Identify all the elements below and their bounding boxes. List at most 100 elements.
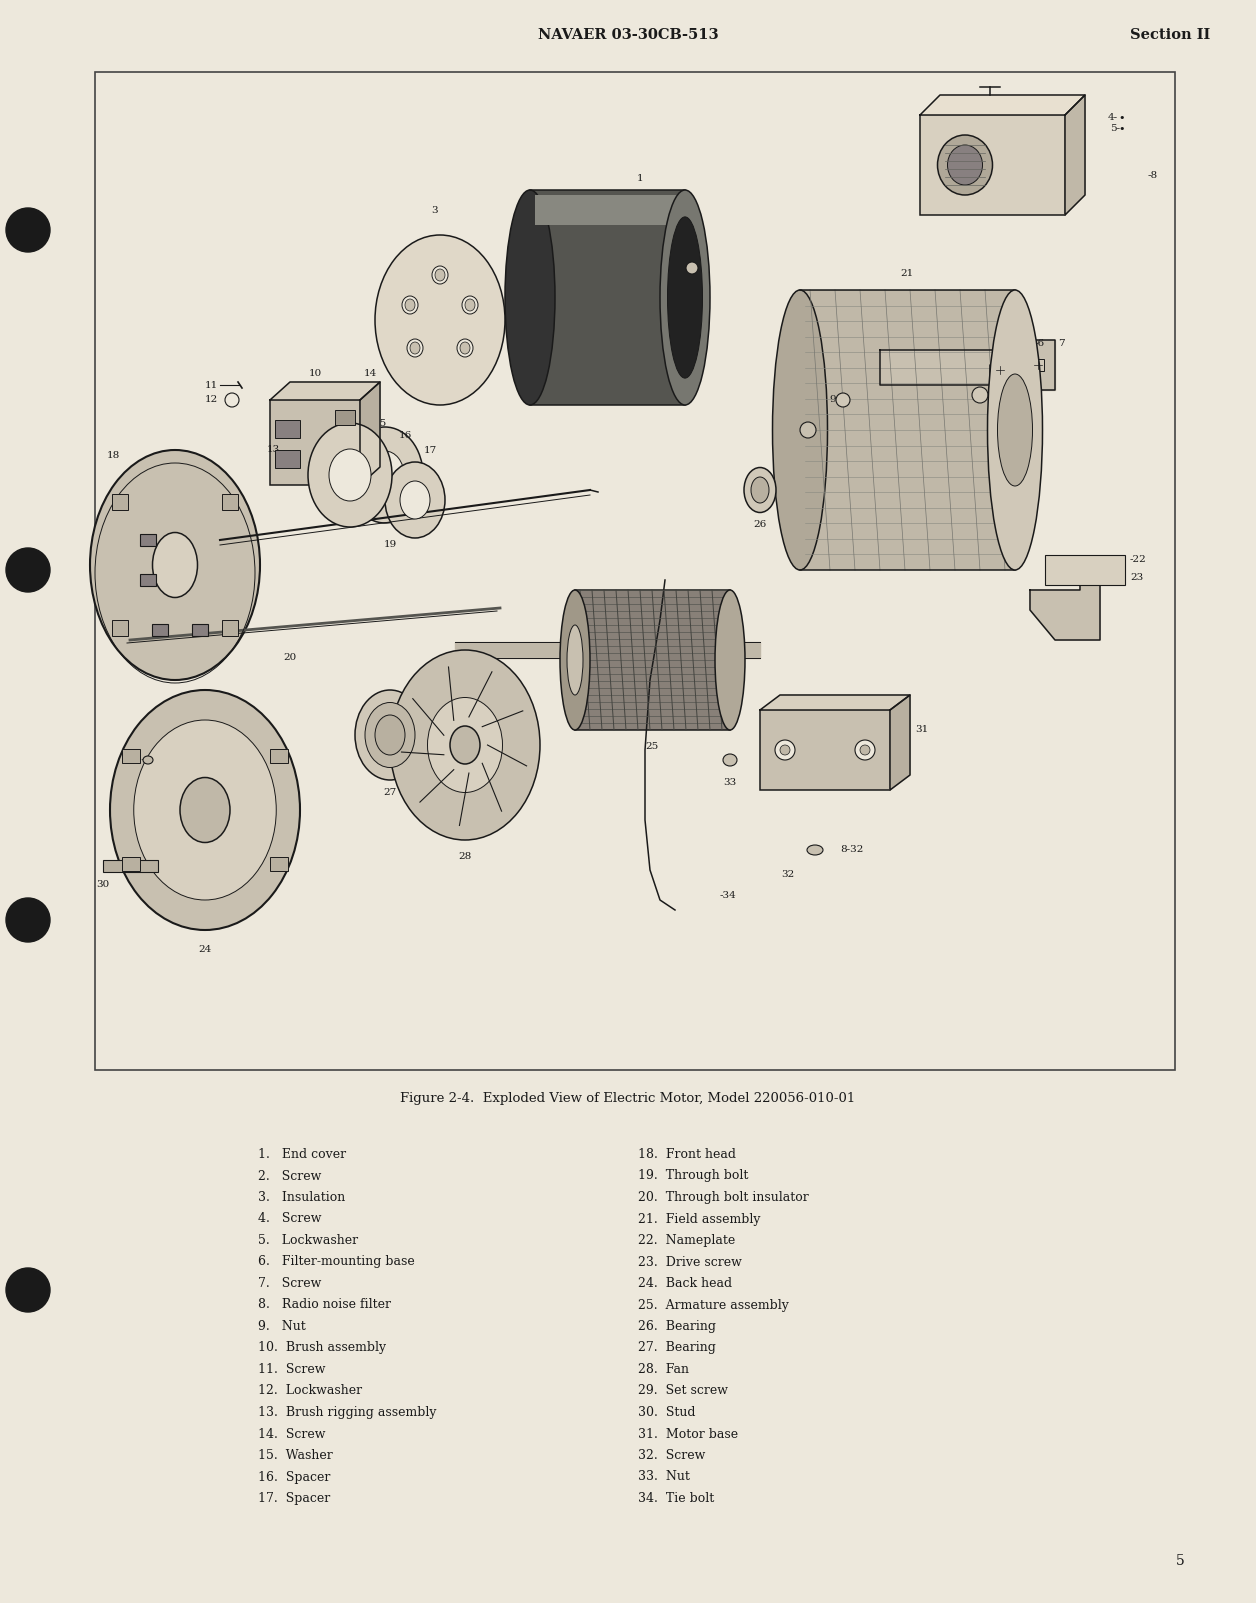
Ellipse shape [90,450,260,680]
Text: 20: 20 [284,652,296,662]
Polygon shape [1065,95,1085,215]
Bar [112,620,128,636]
Ellipse shape [152,532,197,598]
Text: 32: 32 [781,870,795,878]
Text: 25: 25 [646,742,658,750]
Text: 2.   Screw: 2. Screw [257,1170,322,1183]
Text: .23: .23 [1105,575,1122,585]
Bar [575,590,730,729]
Text: 18: 18 [107,450,121,460]
Bar [122,749,139,763]
Ellipse shape [308,423,392,527]
Bar [139,534,156,547]
Text: 16.  Spacer: 16. Spacer [257,1470,330,1483]
Circle shape [800,422,816,438]
Polygon shape [760,696,911,710]
Bar [192,624,208,636]
Ellipse shape [111,689,300,930]
Ellipse shape [391,649,540,840]
Text: 21: 21 [901,269,913,277]
Text: -22: -22 [1105,556,1122,564]
Circle shape [972,386,988,402]
Text: 4-: 4- [1108,112,1118,122]
Text: 19.  Through bolt: 19. Through bolt [638,1170,749,1183]
Text: 23: 23 [1130,572,1143,582]
Text: -6: -6 [1035,338,1045,348]
Text: 3.   Insulation: 3. Insulation [257,1191,345,1204]
Text: 4.   Screw: 4. Screw [257,1212,322,1226]
Ellipse shape [365,450,404,499]
Text: 16: 16 [398,431,412,439]
Bar [139,574,156,587]
Text: 29.  Set screw: 29. Set screw [638,1385,728,1398]
Bar [535,196,685,224]
Ellipse shape [751,478,769,503]
Text: 26.  Bearing: 26. Bearing [638,1319,716,1334]
Text: 15.  Washer: 15. Washer [257,1449,333,1462]
Circle shape [836,393,850,407]
Circle shape [860,745,870,755]
Ellipse shape [947,144,982,184]
Ellipse shape [457,338,474,357]
Text: 19: 19 [383,540,397,548]
Ellipse shape [329,449,371,502]
Bar [993,364,1006,377]
Ellipse shape [407,338,423,357]
Text: 15: 15 [373,418,387,428]
Text: 24: 24 [198,946,211,954]
Ellipse shape [347,426,423,523]
Ellipse shape [723,753,737,766]
Text: Section II: Section II [1129,27,1210,42]
Text: 12.  Lockwasher: 12. Lockwasher [257,1385,362,1398]
Ellipse shape [566,625,583,696]
Polygon shape [891,696,911,790]
Ellipse shape [427,697,502,792]
Bar [270,858,288,870]
Ellipse shape [465,300,475,311]
Text: 32.  Screw: 32. Screw [638,1449,706,1462]
Text: 23.  Drive screw: 23. Drive screw [638,1255,742,1268]
Circle shape [6,208,50,252]
Text: 24.  Back head: 24. Back head [638,1278,732,1290]
Text: 10.  Brush assembly: 10. Brush assembly [257,1342,386,1355]
Bar [919,115,1065,215]
Text: 7.   Screw: 7. Screw [257,1278,322,1290]
Bar [222,494,239,510]
Text: 33.  Nut: 33. Nut [638,1470,690,1483]
Ellipse shape [808,845,823,854]
Text: NAVAER 03-30CB-513: NAVAER 03-30CB-513 [538,27,718,42]
Ellipse shape [133,720,276,899]
Ellipse shape [460,341,470,354]
Text: 14: 14 [363,369,377,378]
Text: 26: 26 [754,519,766,529]
Text: 11.  Screw: 11. Screw [257,1363,325,1375]
Bar [103,859,158,872]
Text: 33: 33 [723,777,736,787]
Text: 21.  Field assembly: 21. Field assembly [638,1212,760,1226]
Text: 7: 7 [1058,338,1065,348]
Ellipse shape [937,135,992,196]
Ellipse shape [435,269,445,281]
Text: 27.  Bearing: 27. Bearing [638,1342,716,1355]
Bar [530,191,685,406]
Polygon shape [919,95,1085,115]
Ellipse shape [180,777,230,843]
Text: 29-: 29- [128,755,144,765]
Text: 5.   Lockwasher: 5. Lockwasher [257,1234,358,1247]
Circle shape [6,1268,50,1311]
Bar [1032,359,1044,370]
Text: 11: 11 [205,380,219,390]
Ellipse shape [365,702,414,768]
Bar [275,420,300,438]
Text: Figure 2-4.  Exploded View of Electric Motor, Model 220056-010-01: Figure 2-4. Exploded View of Electric Mo… [401,1092,855,1104]
Circle shape [686,261,698,274]
Polygon shape [360,382,381,486]
Ellipse shape [143,757,153,765]
Text: 3: 3 [432,207,438,215]
Text: 28.  Fan: 28. Fan [638,1363,690,1375]
Circle shape [6,898,50,943]
Ellipse shape [376,715,404,755]
Text: -34: -34 [720,891,737,899]
Text: 31.  Motor base: 31. Motor base [638,1428,739,1441]
Circle shape [6,548,50,592]
